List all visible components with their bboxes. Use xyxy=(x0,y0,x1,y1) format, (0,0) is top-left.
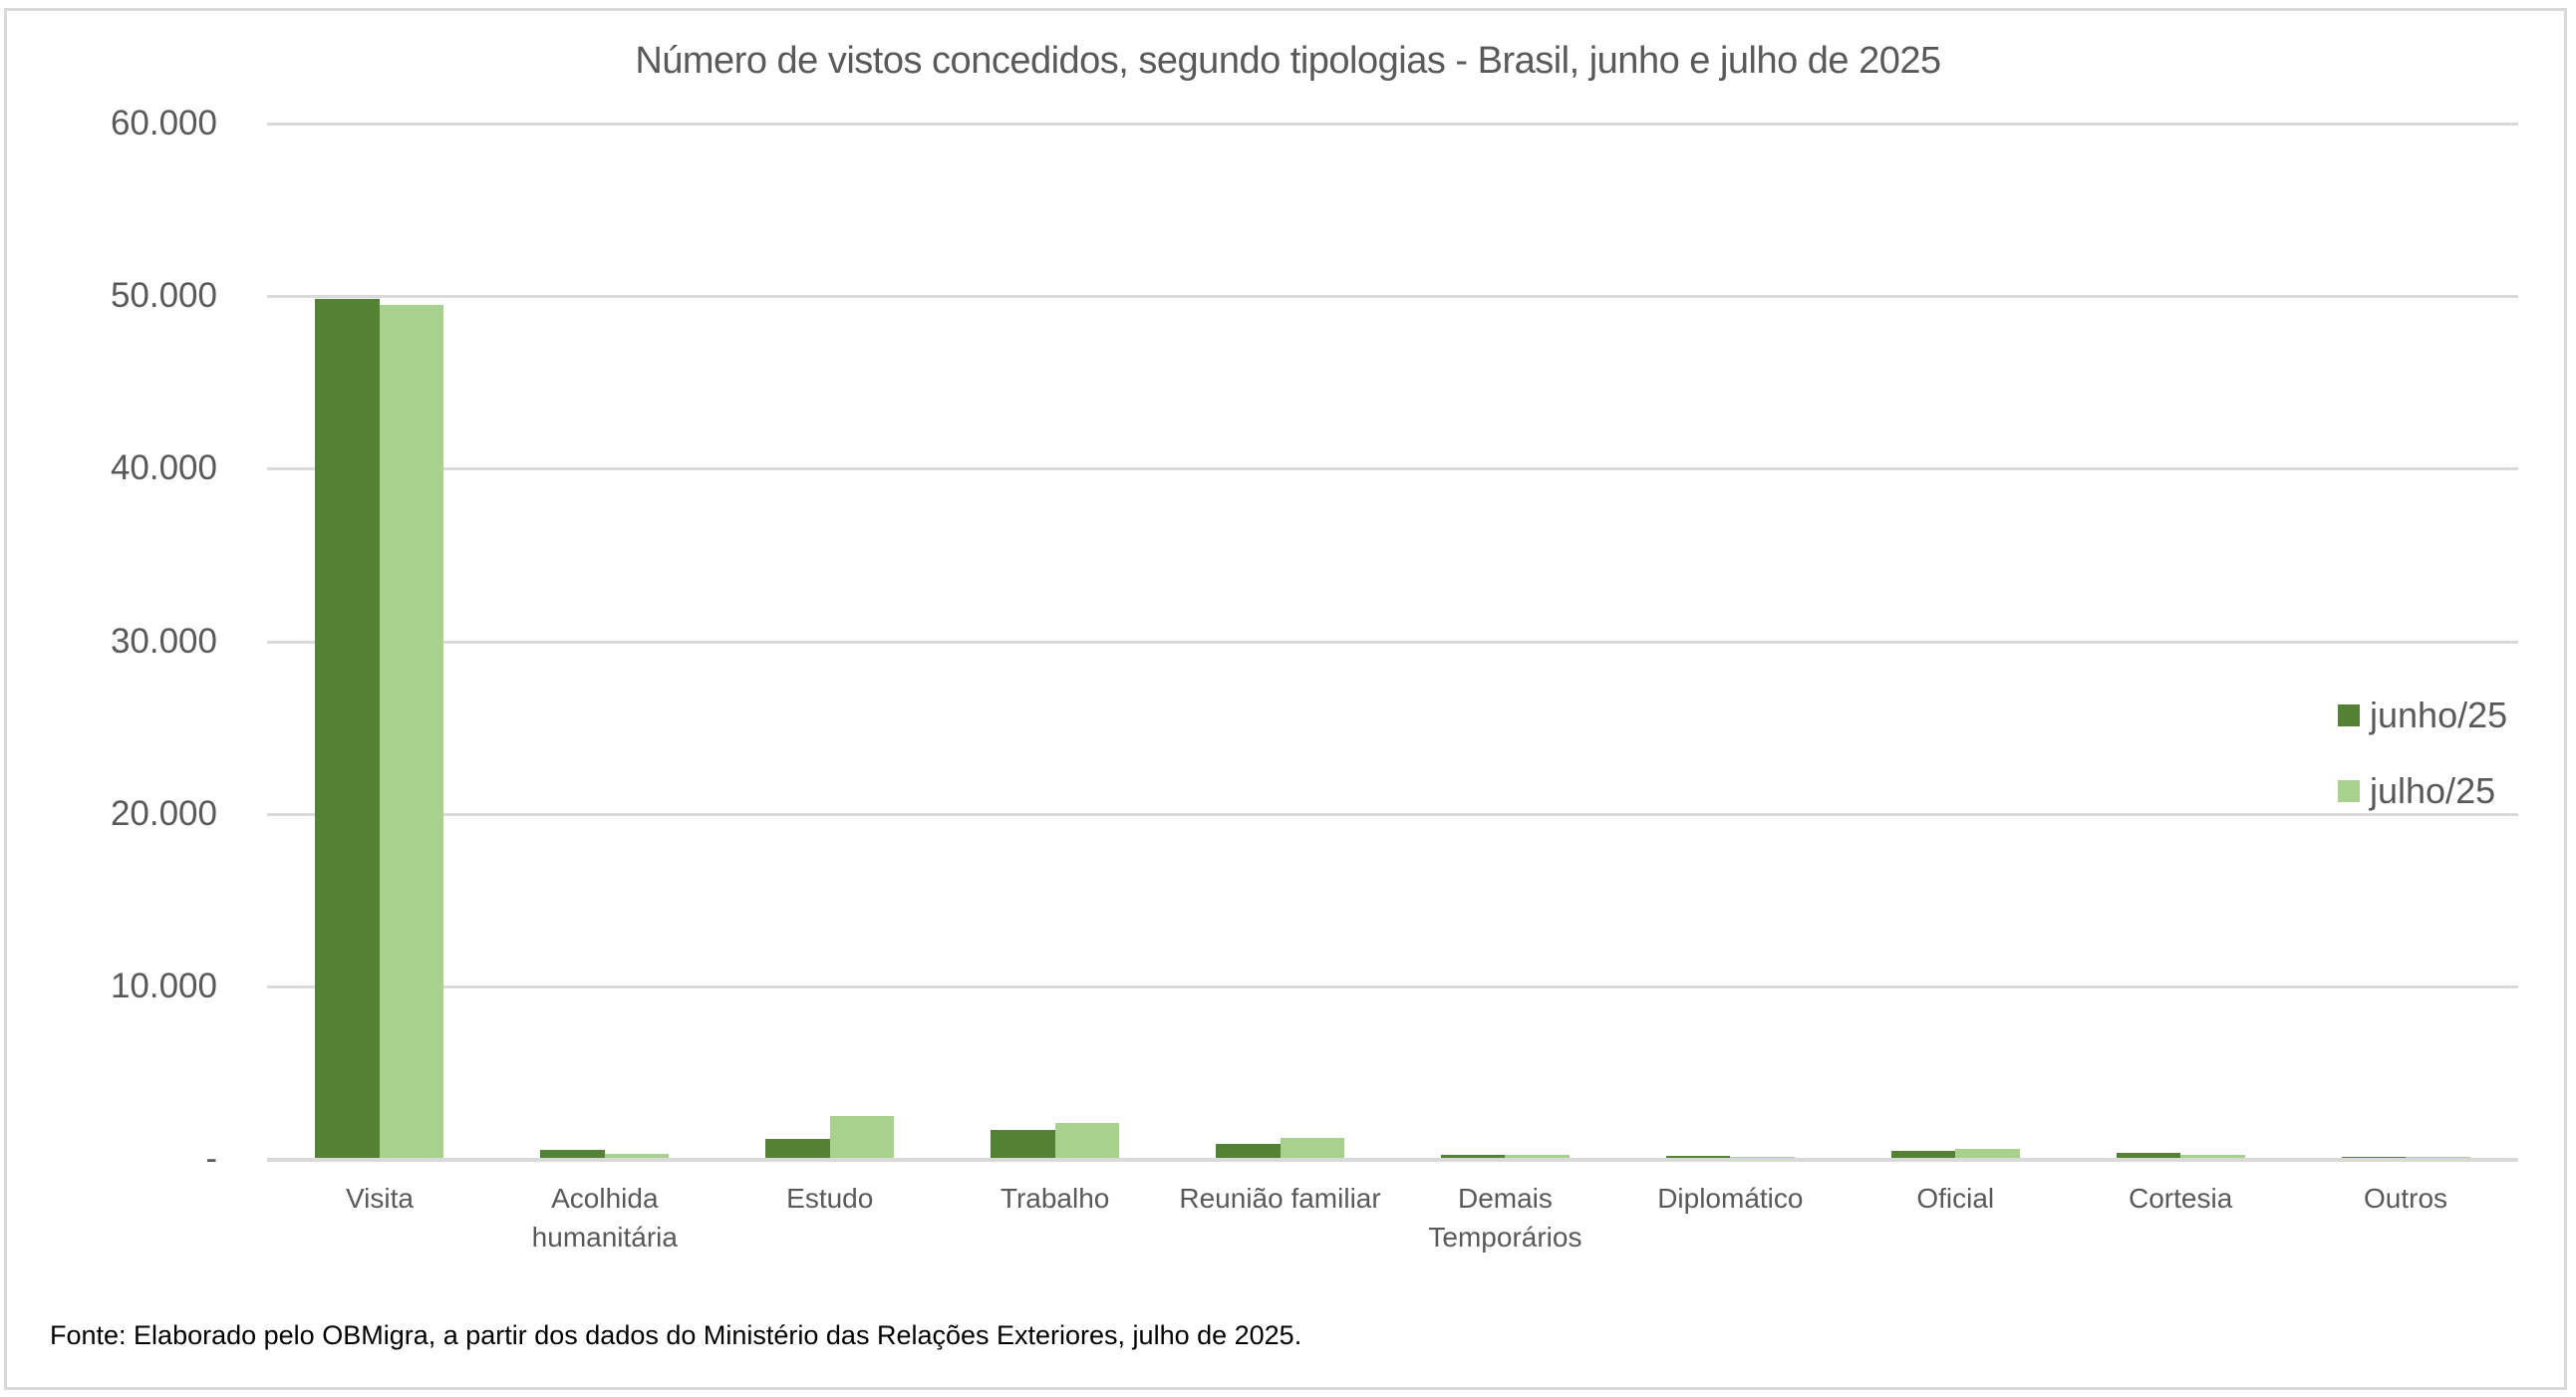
x-tick-label-line: Temporários xyxy=(1428,1222,1582,1253)
bar-julho-25-8 xyxy=(2180,1155,2245,1158)
x-tick-label-line: Visita xyxy=(345,1183,414,1214)
x-tick-label-line: Estudo xyxy=(786,1183,874,1214)
x-tick-label: Trabalho xyxy=(943,1179,1168,1218)
legend-swatch-icon xyxy=(2338,780,2360,802)
legend-label: julho/25 xyxy=(2370,770,2496,811)
gridline xyxy=(267,123,2518,126)
y-tick-label: 20.000 xyxy=(110,793,217,833)
x-tick-label-line: Oficial xyxy=(1916,1183,1995,1214)
gridline xyxy=(267,812,2518,816)
x-tick-label: Cortesia xyxy=(2068,1179,2293,1218)
bar-junho-25-2 xyxy=(765,1139,830,1158)
x-tick-label: Acolhida humanitária xyxy=(492,1179,717,1257)
y-tick-label: - xyxy=(205,1139,217,1178)
legend-label: junho/25 xyxy=(2370,695,2508,735)
legend-swatch-icon xyxy=(2338,704,2360,726)
legend-item: junho/25 xyxy=(2338,678,2507,753)
bar-junho-25-9 xyxy=(2341,1157,2407,1158)
gridline xyxy=(267,295,2518,299)
x-tick-label: Oficial xyxy=(1843,1179,2068,1218)
bar-julho-25-9 xyxy=(2406,1157,2470,1158)
bar-julho-25-5 xyxy=(1505,1154,1570,1158)
x-tick-label-line: Outros xyxy=(2364,1183,2448,1214)
x-tick-label-line: Trabalho xyxy=(1000,1183,1110,1214)
x-tick-label-line: Diplomático xyxy=(1657,1183,1804,1214)
y-tick-label: 10.000 xyxy=(110,966,217,1005)
bar-julho-25-0 xyxy=(379,305,444,1158)
x-tick-label: Reunião familiar xyxy=(1168,1179,1393,1218)
plot-area xyxy=(267,123,2518,1162)
bar-junho-25-3 xyxy=(991,1130,1055,1158)
x-tick-label: Estudo xyxy=(717,1179,943,1218)
gridline xyxy=(267,640,2518,644)
y-tick-label: 60.000 xyxy=(110,104,217,142)
x-tick-label-line: Cortesia xyxy=(2129,1183,2233,1214)
x-tick-label: Outros xyxy=(2293,1179,2518,1218)
bar-junho-25-5 xyxy=(1440,1154,1506,1158)
x-tick-label: Diplomático xyxy=(1617,1179,1843,1218)
legend: junho/25 julho/25 xyxy=(2338,678,2507,829)
y-tick-label: 50.000 xyxy=(110,276,217,316)
chart-title: Número de vistos concedidos, segundo tip… xyxy=(635,40,1941,82)
x-tick-label-line: Reunião familiar xyxy=(1179,1183,1381,1214)
x-axis-line xyxy=(267,1158,2518,1162)
x-tick-label: Demais Temporários xyxy=(1393,1179,1618,1257)
x-tick-label-line: Demais xyxy=(1457,1183,1553,1214)
source-note: Fonte: Elaborado pelo OBMigra, a partir … xyxy=(50,1320,1302,1350)
bar-julho-25-2 xyxy=(829,1115,895,1158)
x-tick-label-line: Acolhida xyxy=(551,1183,659,1214)
gridline xyxy=(267,467,2518,471)
bar-junho-25-6 xyxy=(1665,1156,1731,1158)
bar-julho-25-4 xyxy=(1280,1137,1345,1158)
legend-item: julho/25 xyxy=(2338,753,2507,829)
bar-junho-25-7 xyxy=(1890,1151,1956,1158)
x-tick-label-line: humanitária xyxy=(531,1222,678,1253)
bar-julho-25-3 xyxy=(1054,1122,1120,1158)
y-tick-label: 30.000 xyxy=(110,621,217,661)
x-tick-label: Visita xyxy=(267,1179,492,1218)
bar-junho-25-4 xyxy=(1216,1143,1281,1158)
y-tick-label: 40.000 xyxy=(110,448,217,488)
bar-julho-25-7 xyxy=(1955,1149,2020,1158)
bar-junho-25-0 xyxy=(315,299,380,1158)
bar-julho-25-6 xyxy=(1730,1156,1795,1158)
bar-junho-25-1 xyxy=(540,1149,605,1158)
gridline xyxy=(267,984,2518,988)
bar-junho-25-8 xyxy=(2116,1153,2181,1158)
bar-julho-25-1 xyxy=(604,1154,670,1158)
